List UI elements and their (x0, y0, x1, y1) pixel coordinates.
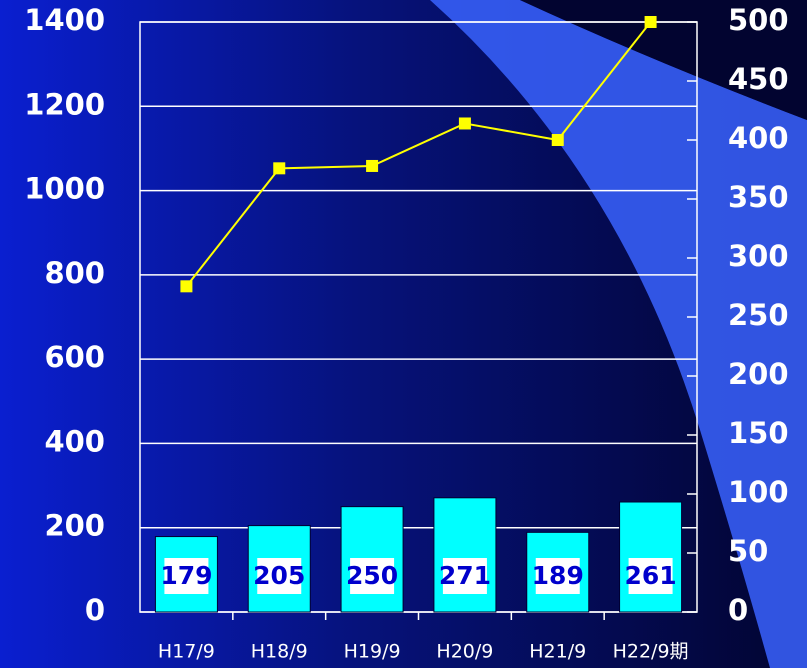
y2-tick-label: 200 (728, 357, 789, 391)
x-tick-label: H22/9期 (613, 641, 689, 663)
swoosh (430, 0, 807, 668)
x-tick-label: H20/9 (436, 641, 493, 663)
value-label: 271 (439, 561, 491, 590)
value-label-box (628, 558, 673, 594)
y2-tick-label: 0 (728, 593, 748, 627)
value-label: 250 (346, 561, 398, 590)
y-tick-label: 600 (44, 340, 105, 374)
y2-tick-label: 150 (728, 416, 789, 450)
value-label-box (350, 558, 395, 594)
value-label: 189 (532, 561, 584, 590)
y2-tick-label: 100 (728, 475, 789, 509)
line-marker (551, 134, 564, 146)
y-tick-label: 400 (44, 424, 105, 458)
value-label: 179 (160, 561, 212, 590)
line (185, 21, 652, 287)
bar (433, 497, 497, 613)
value-label: 261 (624, 561, 676, 590)
value-label-box (535, 558, 580, 594)
y2-tick-label: 300 (728, 239, 789, 273)
y-tick-label: 0 (85, 593, 105, 627)
x-tick-label: H21/9 (529, 641, 586, 663)
x-tick-label: H17/9 (158, 641, 215, 663)
y-tick-label: 800 (44, 256, 105, 290)
bar (619, 501, 683, 613)
value-label: 205 (253, 561, 305, 590)
value-label-box (442, 558, 487, 594)
y-tick-label: 1200 (24, 87, 105, 121)
y-tick-label: 1000 (24, 172, 105, 206)
y2-tick-label: 350 (728, 180, 789, 214)
value-label-box (164, 558, 209, 594)
y-tick-label: 1400 (24, 3, 105, 37)
y2-tick-label: 400 (728, 121, 789, 155)
line-marker (458, 117, 471, 130)
y2-tick-label: 500 (728, 3, 789, 37)
line-marker (273, 162, 286, 175)
y2-tick-label: 50 (728, 534, 768, 568)
x-tick-label: H18/9 (251, 641, 308, 663)
y2-tick-label: 450 (728, 62, 789, 96)
y-tick-label: 200 (44, 509, 105, 543)
line-marker (180, 280, 193, 293)
line-marker (366, 159, 379, 172)
value-label-box (257, 558, 302, 594)
swoosh-dark (520, 0, 807, 120)
x-tick-label: H19/9 (344, 641, 401, 663)
line-marker (644, 16, 657, 28)
y2-tick-label: 250 (728, 298, 789, 332)
